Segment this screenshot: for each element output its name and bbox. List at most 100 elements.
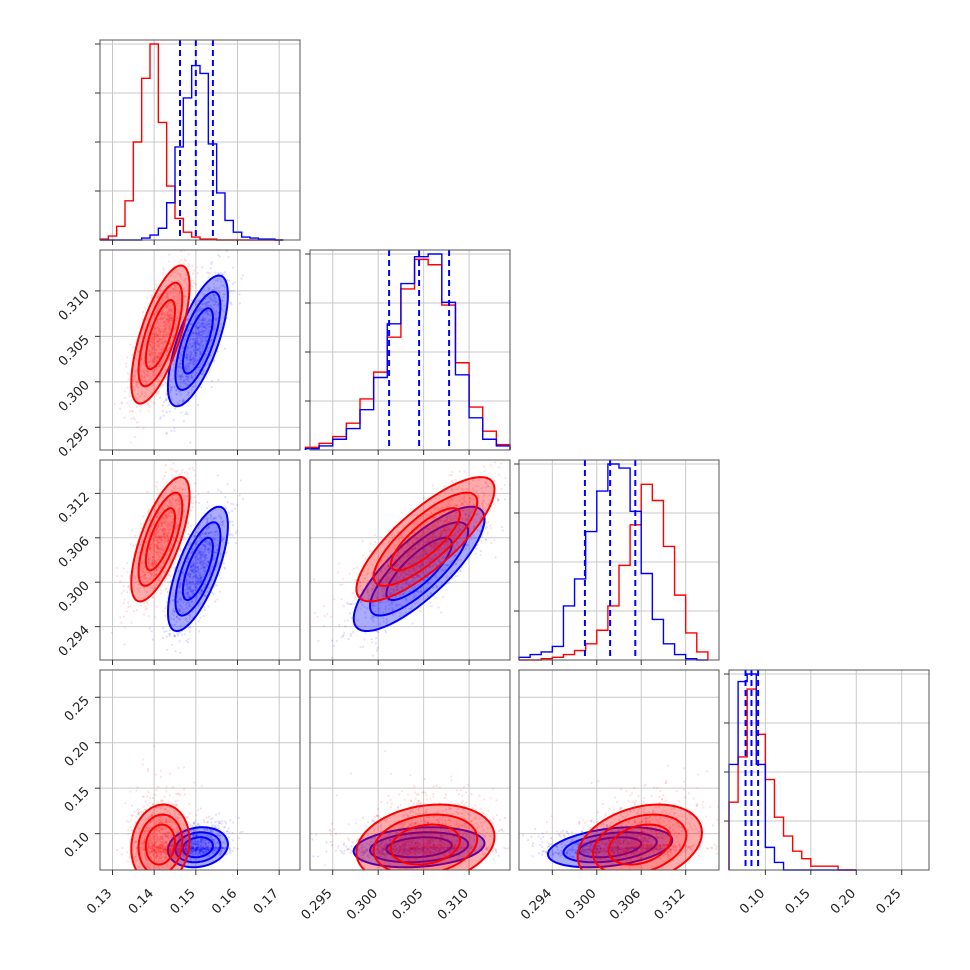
scatter-point <box>211 566 214 569</box>
scatter-point <box>186 363 189 366</box>
scatter-point <box>206 590 209 593</box>
scatter-point <box>193 496 196 499</box>
scatter-point <box>194 303 198 306</box>
scatter-point <box>180 353 183 356</box>
scatter-point <box>322 625 325 628</box>
scatter-point <box>185 350 188 353</box>
scatter-point <box>166 590 169 594</box>
scatter-point <box>166 306 169 309</box>
scatter-point <box>168 308 171 311</box>
scatter-point <box>352 630 355 634</box>
scatter-point <box>198 356 201 359</box>
scatter-point <box>203 606 206 609</box>
scatter-point <box>229 244 231 246</box>
scatter-point <box>190 353 193 356</box>
scatter-point <box>187 347 190 350</box>
scatter-point <box>154 348 157 351</box>
scatter-point <box>180 411 183 414</box>
scatter-point <box>136 397 139 400</box>
scatter-point <box>195 327 199 330</box>
scatter-point <box>172 588 175 591</box>
scatter-point <box>204 329 208 332</box>
scatter-point <box>188 580 191 583</box>
scatter-point <box>208 286 211 289</box>
scatter-point <box>149 578 152 581</box>
histogram-run_a <box>728 688 857 871</box>
scatter-point <box>159 543 162 546</box>
scatter-point <box>182 548 185 552</box>
scatter-point <box>214 271 217 274</box>
scatter-point <box>201 307 204 310</box>
scatter-point <box>151 336 154 340</box>
scatter-point <box>180 606 183 609</box>
scatter-point <box>189 358 192 362</box>
scatter-point <box>184 334 187 337</box>
scatter-point <box>175 390 178 393</box>
scatter-point <box>198 324 201 327</box>
scatter-point <box>158 375 161 378</box>
scatter-point <box>192 279 195 282</box>
scatter-point <box>157 304 160 308</box>
scatter-point <box>194 341 197 345</box>
scatter-point <box>187 325 191 329</box>
scatter-point <box>150 338 153 341</box>
scatter-point <box>218 255 221 258</box>
scatter-point <box>153 334 156 338</box>
scatter-point <box>182 601 185 604</box>
scatter-point <box>194 586 197 589</box>
scatter-point <box>429 585 432 588</box>
scatter-point <box>119 580 122 583</box>
scatter-point <box>194 345 197 348</box>
scatter-point <box>211 591 214 594</box>
scatter-point <box>193 568 196 571</box>
scatter-point <box>182 315 186 318</box>
scatter-point <box>362 645 365 648</box>
scatter-point <box>177 302 180 305</box>
scatter-point <box>171 291 175 294</box>
scatter-point <box>195 558 198 562</box>
scatter-point <box>191 591 194 594</box>
scatter-point <box>215 530 218 533</box>
scatter-point <box>186 357 189 360</box>
scatter-point <box>189 354 192 357</box>
scatter-point <box>137 387 140 390</box>
scatter-point <box>135 380 138 383</box>
scatter-point <box>202 566 205 569</box>
scatter-point <box>160 313 164 316</box>
scatter-point <box>212 293 215 297</box>
scatter-point <box>164 547 167 550</box>
scatter-point <box>143 374 146 377</box>
scatter-point <box>132 610 136 613</box>
scatter-point <box>142 567 145 571</box>
scatter-point <box>207 271 211 274</box>
scatter-point <box>152 539 155 542</box>
scatter-point <box>455 562 458 565</box>
scatter-point <box>210 262 213 266</box>
scatter-point <box>181 468 184 472</box>
scatter-point <box>190 590 194 593</box>
scatter-point <box>166 304 170 307</box>
scatter-point <box>156 326 159 329</box>
scatter-point <box>191 589 194 592</box>
scatter-point <box>214 301 217 304</box>
scatter-point <box>168 325 171 328</box>
scatter-point <box>211 307 214 310</box>
scatter-point <box>201 565 204 568</box>
scatter-point <box>191 345 194 348</box>
scatter-point <box>151 346 154 349</box>
scatter-point <box>154 349 158 352</box>
scatter-point <box>197 580 200 583</box>
scatter-point <box>349 632 353 636</box>
scatter-point <box>169 316 172 320</box>
scatter-point <box>195 542 198 545</box>
scatter-point <box>155 605 159 608</box>
scatter-point <box>212 282 215 285</box>
scatter-point <box>168 342 172 345</box>
scatter-point <box>222 296 225 299</box>
scatter-point <box>204 332 207 335</box>
scatter-point <box>183 295 187 298</box>
scatter-point <box>176 502 179 505</box>
scatter-point <box>195 283 198 286</box>
scatter-point <box>169 290 172 293</box>
panel-frame <box>309 249 511 451</box>
